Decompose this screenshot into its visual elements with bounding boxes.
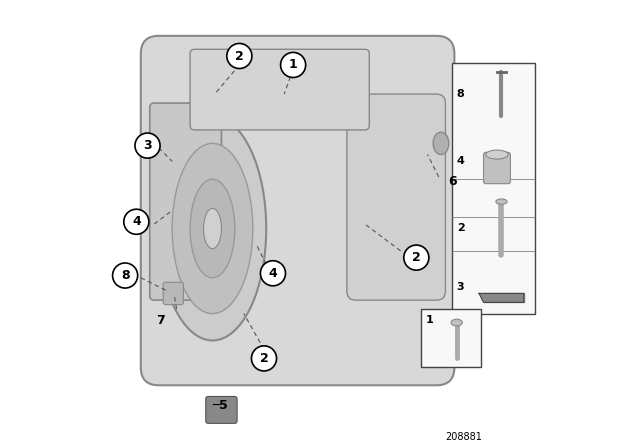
Circle shape [227,43,252,69]
FancyBboxPatch shape [150,103,221,300]
Bar [452,63,535,314]
Text: 3: 3 [143,139,152,152]
Text: 2: 2 [235,49,244,63]
Ellipse shape [486,150,508,159]
Text: 2: 2 [260,352,268,365]
FancyBboxPatch shape [141,36,454,385]
Text: 208881: 208881 [445,432,482,442]
Circle shape [113,263,138,288]
Text: 4: 4 [269,267,277,280]
Ellipse shape [496,199,507,204]
Ellipse shape [451,319,462,326]
Text: 2: 2 [412,251,420,264]
Circle shape [124,209,149,234]
Text: ─: ─ [212,399,220,412]
Text: 4: 4 [132,215,141,228]
Ellipse shape [159,116,266,340]
Text: 3: 3 [457,282,464,292]
Circle shape [135,133,160,158]
FancyBboxPatch shape [484,152,511,184]
Text: 1: 1 [425,315,433,325]
Text: 5: 5 [220,399,228,412]
Polygon shape [479,293,524,302]
Ellipse shape [433,132,449,155]
Text: 4: 4 [457,156,465,166]
FancyBboxPatch shape [163,282,184,305]
Text: 1: 1 [289,58,298,72]
Circle shape [252,346,276,371]
FancyBboxPatch shape [206,396,237,423]
Bar [421,309,481,367]
FancyBboxPatch shape [190,49,369,130]
Ellipse shape [204,208,221,249]
Text: 8: 8 [457,89,465,99]
Text: 7: 7 [157,314,165,327]
Ellipse shape [172,143,253,314]
Circle shape [404,245,429,270]
FancyBboxPatch shape [347,94,445,300]
Text: 2: 2 [457,224,465,233]
Text: 8: 8 [121,269,129,282]
Text: 6: 6 [448,175,456,188]
Circle shape [260,261,285,286]
Ellipse shape [190,179,235,278]
Circle shape [280,52,306,78]
